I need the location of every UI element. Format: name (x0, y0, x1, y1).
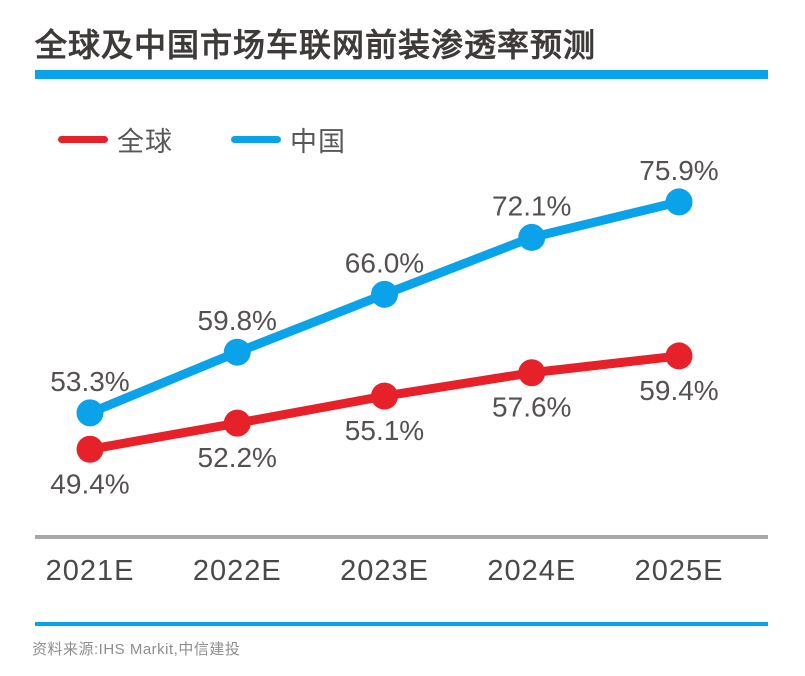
global-value-label: 59.4% (639, 375, 718, 406)
global-value-label: 57.6% (492, 392, 571, 423)
global-data-point (76, 435, 104, 463)
title-underline (35, 70, 768, 79)
china-data-point (76, 399, 104, 427)
china-data-point (223, 338, 251, 366)
china-value-label: 53.3% (50, 366, 129, 397)
china-value-label: 75.9% (639, 155, 718, 186)
legend: 全球 中国 (58, 124, 346, 157)
legend-label-china: 中国 (290, 126, 346, 157)
global-data-point (518, 359, 546, 387)
bottom-rule (35, 622, 768, 626)
legend-item-global: 全球 (58, 120, 173, 159)
x-axis-label: 2021E (46, 555, 135, 587)
china-value-label: 59.8% (198, 305, 277, 336)
china-data-point (371, 280, 398, 308)
x-axis-label: 2023E (340, 555, 429, 587)
x-axis-label: 2024E (487, 555, 576, 587)
china-value-label: 72.1% (492, 190, 571, 221)
global-value-label: 49.4% (50, 468, 129, 499)
china-data-point (665, 188, 693, 216)
global-value-label: 55.1% (345, 415, 424, 446)
global-data-point (665, 342, 693, 370)
source-note: 资料来源:IHS Markit,中信建投 (32, 641, 241, 658)
china-value-label: 66.0% (345, 247, 424, 278)
china-line-swatch (231, 135, 281, 143)
global-data-point (223, 409, 251, 437)
global-line-swatch (58, 135, 108, 143)
legend-label-global: 全球 (117, 126, 173, 157)
legend-item-china: 中国 (231, 120, 346, 159)
global-value-label: 52.2% (198, 442, 277, 473)
x-axis-label: 2022E (193, 555, 282, 587)
global-data-point (371, 382, 398, 410)
china-data-point (518, 223, 546, 251)
chart-title: 全球及中国市场车联网前装渗透率预测 (35, 27, 597, 63)
x-axis-label: 2025E (635, 555, 724, 587)
